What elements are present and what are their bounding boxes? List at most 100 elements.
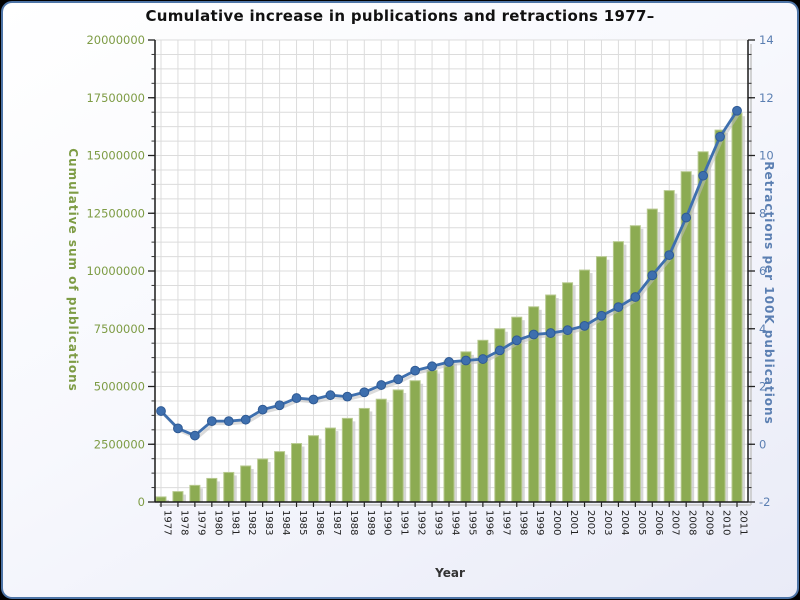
publications-bar xyxy=(291,443,303,503)
publications-bar xyxy=(731,112,743,503)
retractions-point xyxy=(732,105,742,116)
retractions-point xyxy=(511,335,522,346)
right-tick-label: 6 xyxy=(759,264,766,278)
retractions-point xyxy=(528,329,539,340)
publications-bar xyxy=(223,471,235,503)
retractions-point xyxy=(562,325,573,336)
retractions-point xyxy=(444,357,454,367)
retractions-point xyxy=(410,365,421,376)
publications-bar xyxy=(443,360,455,503)
x-tick-label: 1982 xyxy=(246,510,257,535)
publications-bar xyxy=(172,491,184,503)
x-tick-label: 1984 xyxy=(280,510,291,535)
publications-bar xyxy=(460,351,472,503)
retractions-point xyxy=(596,310,607,321)
x-tick-label: 2005 xyxy=(636,510,647,535)
right-tick-label: 2 xyxy=(759,380,766,394)
publications-bar xyxy=(341,417,353,503)
publications-bar xyxy=(155,496,167,503)
retractions-point xyxy=(681,212,692,223)
x-axis-title: Year xyxy=(435,566,465,580)
right-tick-label: 10 xyxy=(759,149,774,163)
x-tick-label: 2004 xyxy=(619,510,630,535)
publications-bar xyxy=(426,369,438,503)
retractions-point xyxy=(291,393,302,403)
right-tick-label: 14 xyxy=(759,33,774,47)
retractions-point xyxy=(189,430,200,441)
x-tick-label: 1997 xyxy=(500,510,511,535)
left-tick-label: 10000000 xyxy=(86,264,145,278)
retractions-point xyxy=(274,400,285,411)
publications-bar xyxy=(545,294,557,503)
publications-bar xyxy=(274,451,286,503)
publications-bar xyxy=(324,427,336,503)
x-tick-label: 1986 xyxy=(314,510,325,535)
retractions-point xyxy=(630,292,641,302)
retractions-point xyxy=(359,387,370,398)
right-tick-label: 4 xyxy=(759,322,766,336)
retractions-point xyxy=(427,361,437,372)
retractions-point xyxy=(223,416,234,427)
publications-bar xyxy=(612,241,624,503)
x-tick-label: 1999 xyxy=(534,510,545,535)
x-tick-label: 1980 xyxy=(212,510,223,535)
retractions-point xyxy=(698,170,709,181)
x-tick-label: 2010 xyxy=(721,510,732,535)
x-tick-label: 1991 xyxy=(399,510,410,535)
x-tick-label: 1989 xyxy=(365,510,376,535)
left-tick-label: 7500000 xyxy=(94,322,145,336)
x-tick-label: 2009 xyxy=(704,510,715,535)
x-tick-label: 1981 xyxy=(229,510,240,535)
publications-bar xyxy=(714,129,726,503)
left-tick-label: 15000000 xyxy=(86,149,145,163)
publications-bar xyxy=(358,407,370,503)
publications-bar xyxy=(579,269,591,503)
x-tick-label: 1977 xyxy=(162,510,173,535)
publications-bar xyxy=(392,389,404,503)
publications-bar xyxy=(646,208,658,503)
left-tick-label: 17500000 xyxy=(86,91,145,105)
left-tick-label: 0 xyxy=(138,495,145,509)
right-tick-label: -2 xyxy=(759,495,770,509)
right-tick-label: 12 xyxy=(759,91,774,105)
publications-bar xyxy=(409,380,421,503)
left-tick-label: 5000000 xyxy=(94,380,145,394)
retractions-point xyxy=(240,414,251,425)
x-tick-label: 1995 xyxy=(466,510,477,535)
x-tick-label: 1985 xyxy=(297,510,308,535)
retractions-point xyxy=(173,423,183,434)
publications-bar xyxy=(697,151,709,503)
x-tick-label: 1983 xyxy=(263,510,274,535)
x-tick-label: 2001 xyxy=(568,510,579,535)
retractions-point xyxy=(257,404,268,415)
left-tick-label: 2500000 xyxy=(94,437,145,451)
retractions-point xyxy=(477,354,488,364)
publications-bar xyxy=(307,435,319,503)
x-tick-label: 1990 xyxy=(382,510,393,535)
retractions-point xyxy=(461,355,471,366)
x-tick-label: 2000 xyxy=(551,510,562,535)
x-tick-label: 2006 xyxy=(653,510,664,535)
publications-bar xyxy=(629,225,641,503)
chart-title: Cumulative increase in publications and … xyxy=(145,7,655,25)
retractions-point xyxy=(393,374,404,385)
publications-bar xyxy=(477,339,489,503)
retractions-point xyxy=(579,320,590,331)
right-axis-title: Retractions per 100K publications xyxy=(762,161,776,425)
left-tick-label: 20000000 xyxy=(86,33,145,47)
x-tick-label: 1979 xyxy=(195,510,206,535)
publications-bar xyxy=(206,477,218,503)
x-tick-label: 1992 xyxy=(416,510,427,535)
publications-bar xyxy=(562,282,574,503)
publications-bar xyxy=(595,256,607,503)
x-tick-label: 1993 xyxy=(433,510,444,535)
retractions-point xyxy=(494,345,505,356)
retractions-point xyxy=(664,250,675,261)
x-tick-label: 2007 xyxy=(670,510,681,535)
retractions-point xyxy=(325,390,336,401)
publications-bar xyxy=(240,465,252,503)
x-tick-label: 2008 xyxy=(687,510,698,535)
x-tick-label: 1978 xyxy=(178,510,189,535)
